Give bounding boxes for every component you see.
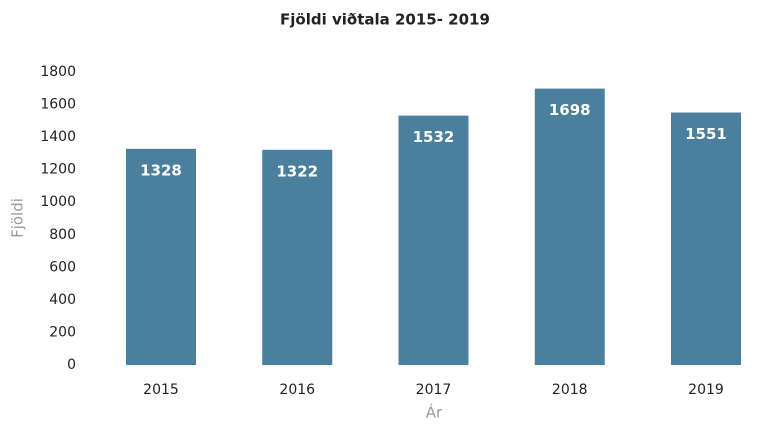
y-tick-label: 400 [49, 292, 76, 308]
bar [398, 115, 469, 365]
x-tick-label: 2015 [143, 382, 179, 398]
value-label: 1322 [276, 162, 318, 180]
y-tick-label: 800 [49, 227, 76, 243]
x-tick-label: 2017 [416, 382, 452, 398]
value-label: 1698 [549, 101, 591, 119]
y-tick-label: 200 [49, 324, 76, 340]
chart-title: Fjöldi viðtala 2015- 2019 [280, 11, 490, 29]
y-tick-label: 1800 [40, 64, 76, 80]
x-tick-label: 2019 [688, 382, 724, 398]
y-axis-label: Fjöldi [9, 198, 27, 238]
value-label: 1551 [685, 125, 727, 143]
x-axis-label: Ár [426, 403, 443, 422]
y-tick-label: 0 [67, 357, 76, 373]
value-label: 1328 [140, 161, 182, 179]
bar [671, 112, 741, 365]
bar [262, 149, 333, 365]
x-tick-label: 2018 [552, 382, 588, 398]
y-tick-label: 1000 [40, 194, 76, 210]
y-tick-label: 1400 [40, 129, 76, 145]
bar [534, 88, 605, 365]
y-tick-label: 600 [49, 259, 76, 275]
x-tick-label: 2016 [279, 382, 315, 398]
bar [126, 148, 196, 365]
value-label: 1532 [413, 128, 455, 146]
y-tick-label: 1200 [40, 162, 76, 178]
y-tick-label: 1600 [40, 97, 76, 113]
